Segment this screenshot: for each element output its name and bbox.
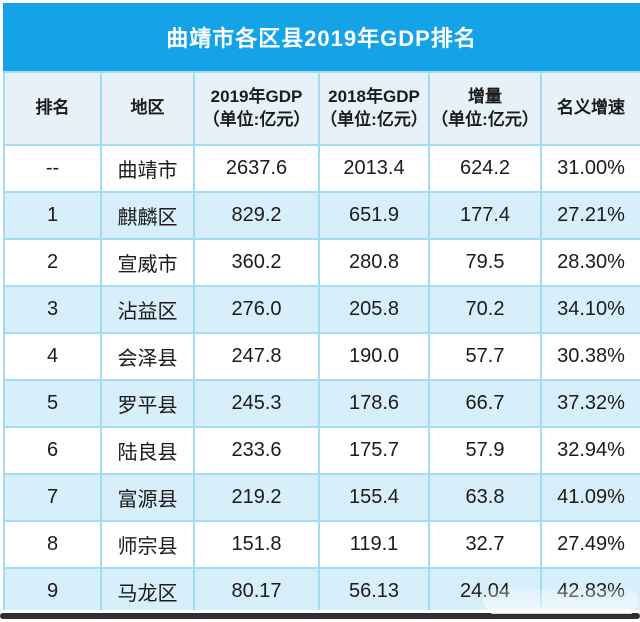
increment-cell: 70.2 [428,285,542,334]
gdp-2019-cell: 219.2 [193,473,320,522]
gdp-2019-cell: 276.0 [193,285,320,334]
region-cell: 师宗县 [100,520,195,569]
column-header-gdp-2019: 2019年GDP （单位:亿元） [193,71,320,146]
rank-cell: 3 [3,285,102,334]
table-row: 7 富源县 219.2 155.4 63.8 41.09% [3,473,640,522]
gdp-2018-cell: 280.8 [318,238,430,287]
gdp-2019-cell: 2637.6 [193,144,320,193]
rank-cell: -- [3,144,102,193]
rank-cell: 9 [3,567,102,616]
region-cell: 沾益区 [100,285,195,334]
table-row: 4 会泽县 247.8 190.0 57.7 30.38% [3,332,640,381]
table-header: 排名 地区 2019年GDP （单位:亿元） 2018年GDP （单位:亿元） … [3,71,640,146]
table-row: 8 师宗县 151.8 119.1 32.7 27.49% [3,520,640,569]
rank-cell: 1 [3,191,102,240]
gdp-2018-cell: 178.6 [318,379,430,428]
column-unit: （单位:亿元） [202,109,311,129]
table-row: 2 宣威市 360.2 280.8 79.5 28.30% [3,238,640,287]
gdp-2019-cell: 80.17 [193,567,320,616]
table-row: -- 曲靖市 2637.6 2013.4 624.2 31.00% [3,144,640,193]
gdp-2019-cell: 247.8 [193,332,320,381]
column-unit: （单位:亿元） [320,109,428,129]
header-row: 排名 地区 2019年GDP （单位:亿元） 2018年GDP （单位:亿元） … [3,71,640,146]
region-cell: 宣威市 [100,238,195,287]
growth-cell: 34.10% [540,285,640,334]
column-header-rank: 排名 [3,71,102,146]
gdp-2018-cell: 2013.4 [318,144,430,193]
region-cell: 曲靖市 [100,144,195,193]
region-cell: 马龙区 [100,567,195,616]
growth-cell: 28.30% [540,238,640,287]
rank-cell: 6 [3,426,102,475]
increment-cell: 63.8 [428,473,542,522]
table-row: 5 罗平县 245.3 178.6 66.7 37.32% [3,379,640,428]
title-bar: 曲靖市各区县2019年GDP排名 [3,3,640,71]
table-row: 1 麒麟区 829.2 651.9 177.4 27.21% [3,191,640,240]
growth-cell: 27.49% [540,520,640,569]
column-label: 排名 [35,98,70,118]
gdp-2019-cell: 360.2 [193,238,320,287]
growth-cell: 37.32% [540,379,640,428]
rank-cell: 8 [3,520,102,569]
growth-cell: 41.09% [540,473,640,522]
watermark [483,589,638,614]
gdp-2018-cell: 119.1 [318,520,430,569]
gdp-2019-cell: 151.8 [193,520,320,569]
region-cell: 富源县 [100,473,195,522]
table-row: 6 陆良县 233.6 175.7 57.9 32.94% [3,426,640,475]
increment-cell: 177.4 [428,191,542,240]
growth-cell: 32.94% [540,426,640,475]
gdp-2018-cell: 651.9 [318,191,430,240]
rank-cell: 2 [3,238,102,287]
increment-cell: 66.7 [428,379,542,428]
increment-cell: 624.2 [428,144,542,193]
increment-cell: 32.7 [428,520,542,569]
gdp-2018-cell: 56.13 [318,567,430,616]
growth-cell: 30.38% [540,332,640,381]
column-header-region: 地区 [100,71,195,146]
column-header-growth: 名义增速 [540,71,640,146]
page-title: 曲靖市各区县2019年GDP排名 [166,26,477,51]
table-body: -- 曲靖市 2637.6 2013.4 624.2 31.00% 1 麒麟区 829.2 651… [3,144,640,616]
gdp-2018-cell: 190.0 [318,332,430,381]
column-header-gdp-2018: 2018年GDP （单位:亿元） [318,71,430,146]
rank-cell: 7 [3,473,102,522]
column-label: 地区 [130,98,165,118]
column-label: 2018年GDP [328,87,420,107]
rank-cell: 5 [3,379,102,428]
increment-cell: 79.5 [428,238,542,287]
gdp-2018-cell: 205.8 [318,285,430,334]
region-cell: 会泽县 [100,332,195,381]
region-cell: 罗平县 [100,379,195,428]
gdp-ranking-table: 排名 地区 2019年GDP （单位:亿元） 2018年GDP （单位:亿元） … [3,71,640,616]
rank-cell: 4 [3,332,102,381]
gdp-2019-cell: 245.3 [193,379,320,428]
bottom-edge-bar [0,613,640,619]
gdp-2019-cell: 829.2 [193,191,320,240]
region-cell: 麒麟区 [100,191,195,240]
gdp-2018-cell: 155.4 [318,473,430,522]
gdp-2019-cell: 233.6 [193,426,320,475]
region-cell: 陆良县 [100,426,195,475]
table-row: 3 沾益区 276.0 205.8 70.2 34.10% [3,285,640,334]
column-label: 2019年GDP [210,87,303,107]
increment-cell: 57.7 [428,332,542,381]
gdp-2018-cell: 175.7 [318,426,430,475]
growth-cell: 31.00% [540,144,640,193]
column-header-increment: 增量 （单位:亿元） [428,71,542,146]
column-label: 名义增速 [557,98,625,118]
column-label: 增量 [468,87,502,107]
growth-cell: 27.21% [540,191,640,240]
increment-cell: 57.9 [428,426,542,475]
column-unit: （单位:亿元） [431,109,539,129]
